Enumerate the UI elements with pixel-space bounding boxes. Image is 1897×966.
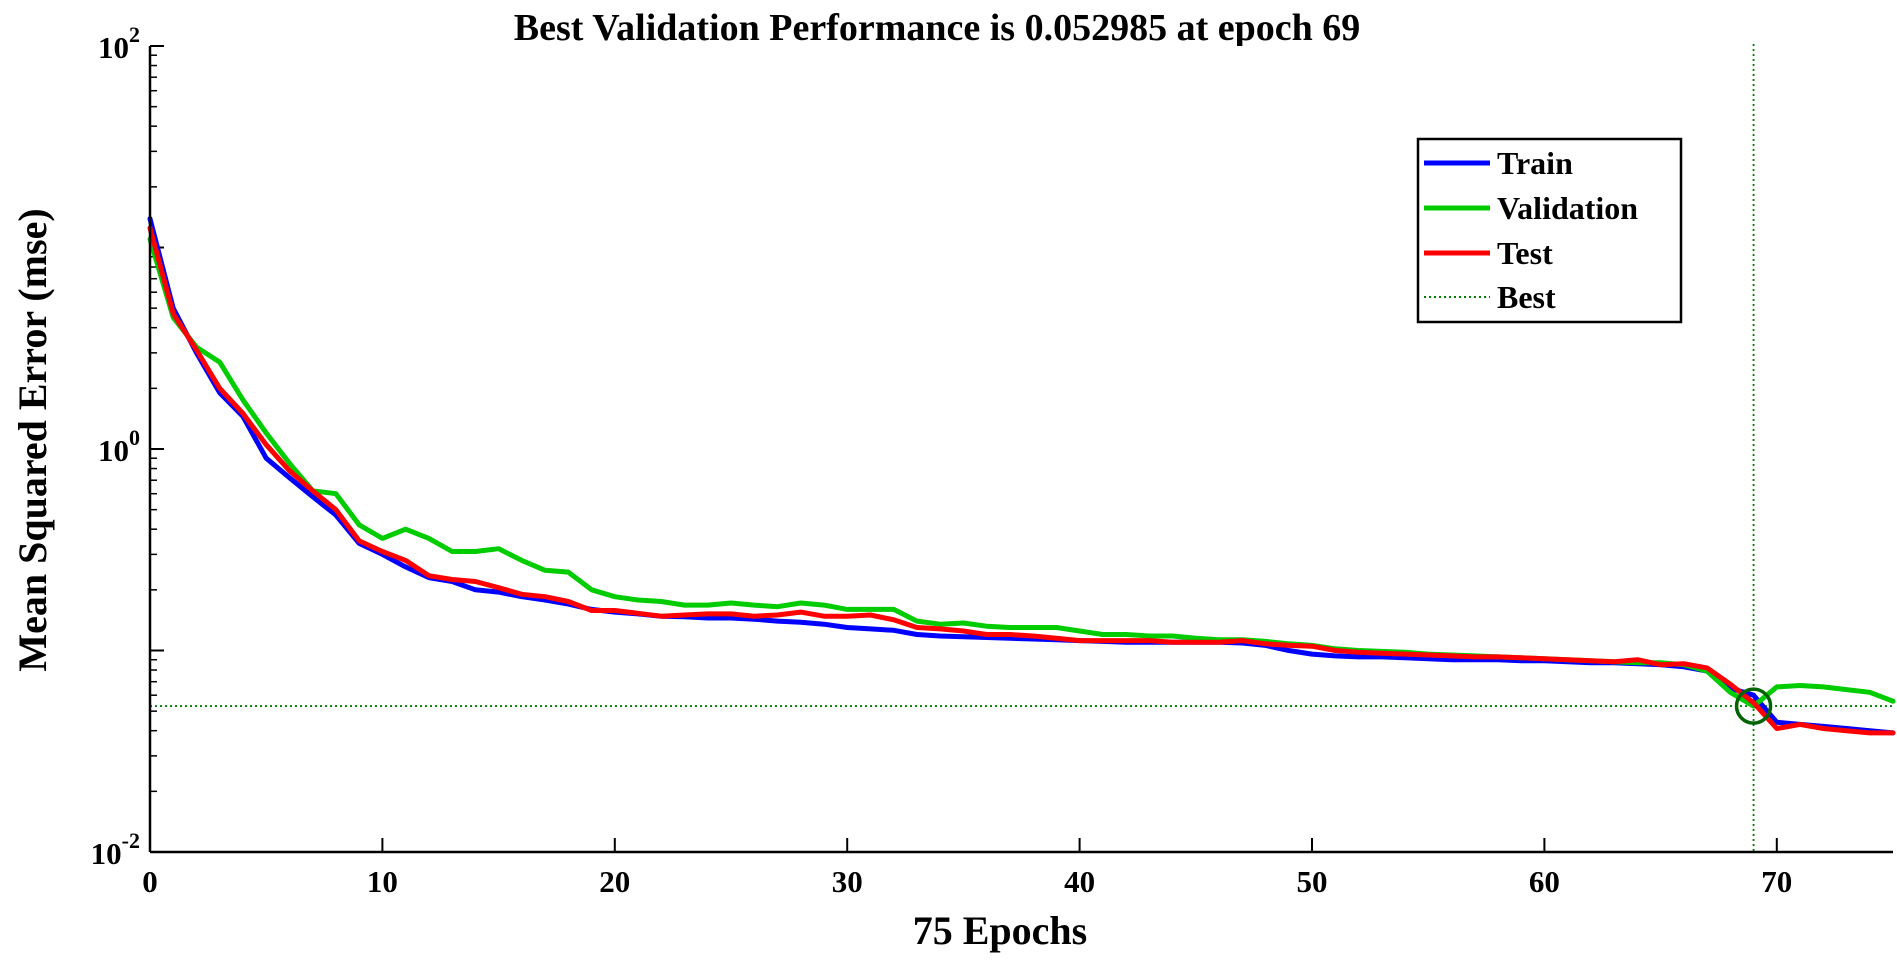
y-tick-label: 102 [98,22,140,65]
x-tick-label: 0 [142,864,158,899]
legend-label-train: Train [1497,145,1573,181]
x-tick-label: 60 [1529,864,1560,899]
legend: Train Validation Test Best [1416,137,1683,324]
best-point-marker [1734,687,1773,725]
x-axis-label: 75 Epochs [913,908,1088,953]
y-tick-label: 100 [98,425,140,468]
x-tick-label: 10 [367,864,398,899]
y-tick-label: 10-2 [91,828,140,871]
best-markers [150,44,1893,852]
legend-label-test: Test [1497,235,1553,271]
x-tick-label: 70 [1761,864,1792,899]
x-tick-label: 30 [832,864,863,899]
y-axis-label: Mean Squared Error (mse) [10,208,55,671]
ticks-group: 0 10 20 30 40 50 60 70 10-2 100 102 [91,22,1793,899]
x-tick-label: 40 [1064,864,1095,899]
chart-title: Best Validation Performance is 0.052985 … [514,7,1361,49]
x-tick-label: 20 [599,864,630,899]
series-lines [147,216,1896,736]
series-line-test [147,225,1896,736]
legend-box [1416,137,1683,324]
legend-label-best: Best [1497,279,1556,315]
legend-label-validation: Validation [1497,190,1638,226]
x-tick-label: 50 [1297,864,1328,899]
